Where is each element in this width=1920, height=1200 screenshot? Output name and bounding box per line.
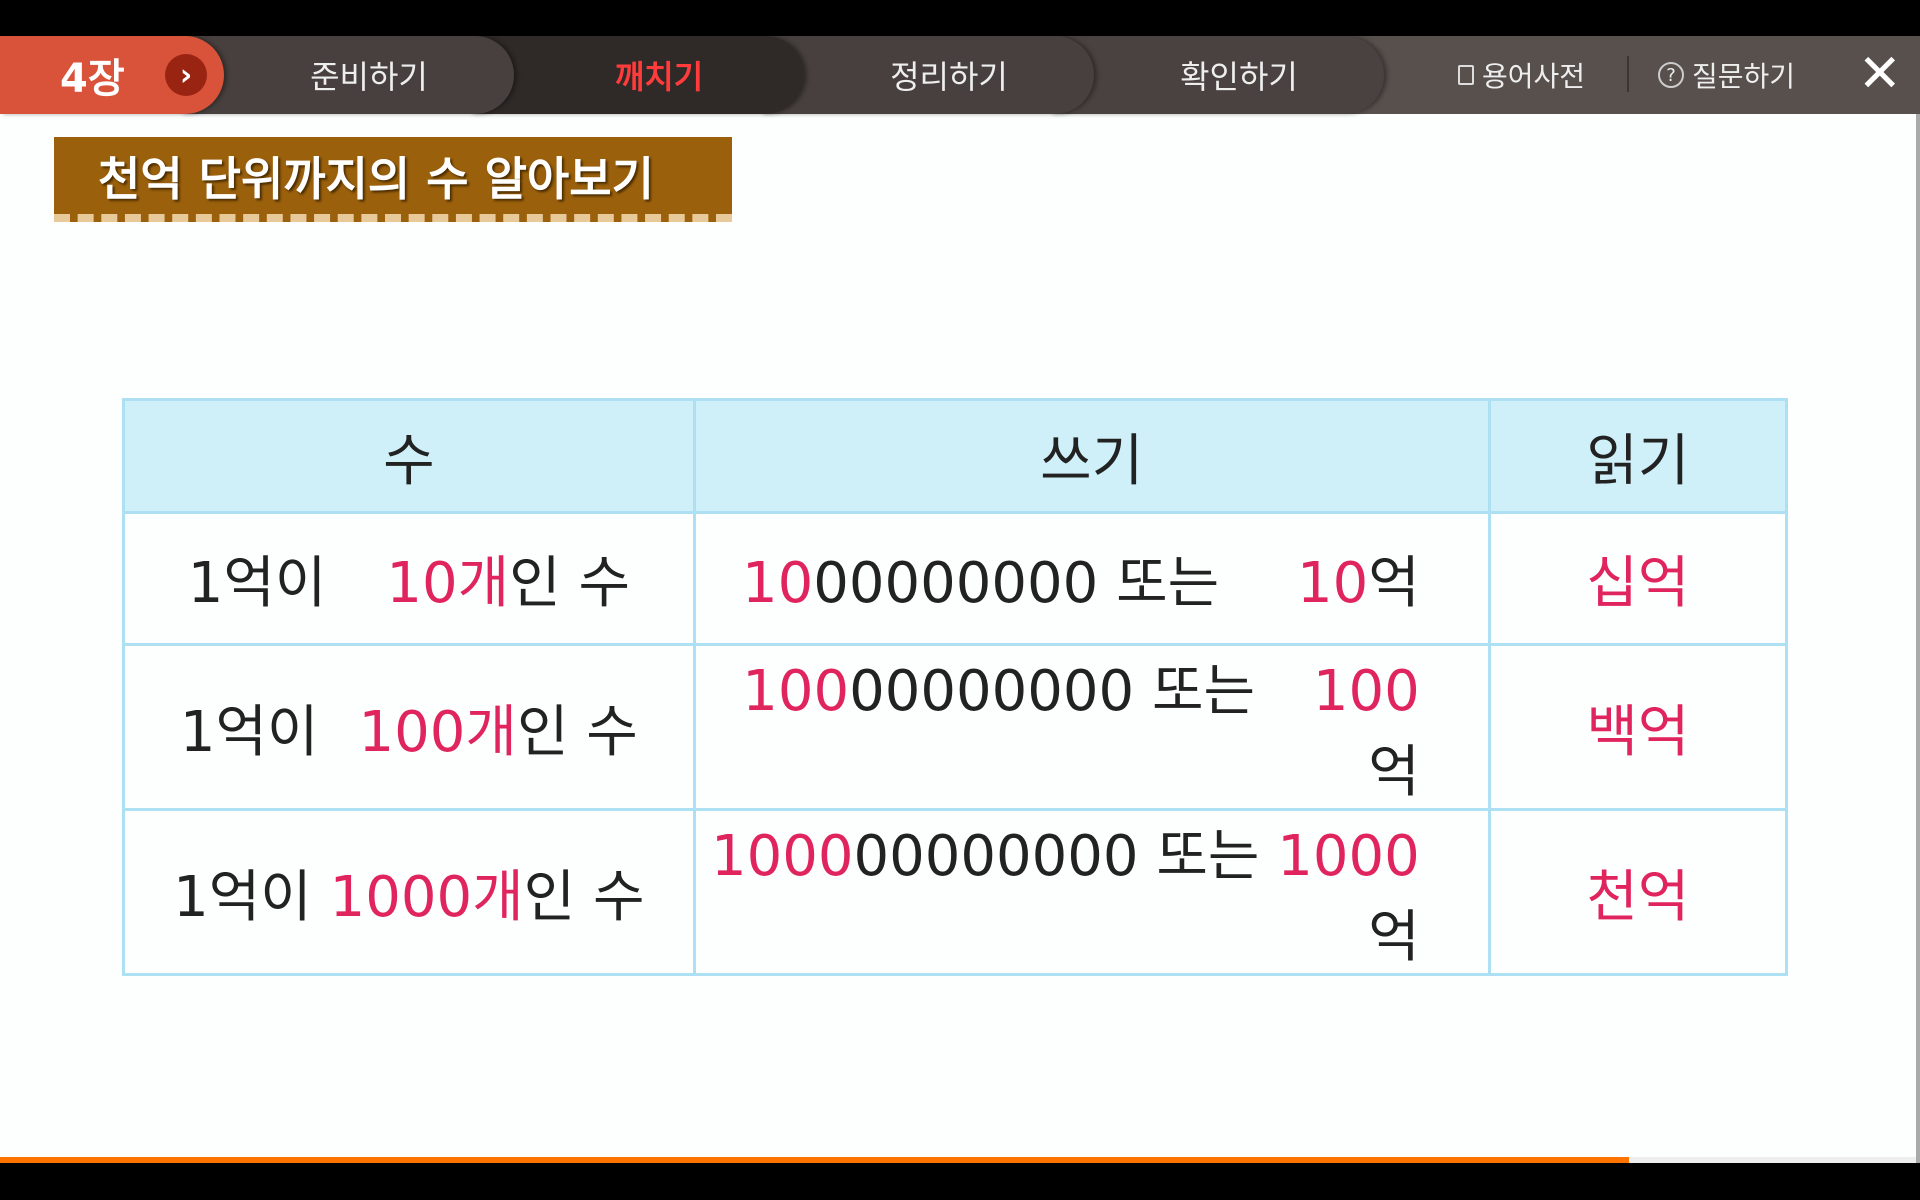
reading-cell: 백억 — [1487, 643, 1789, 811]
count: 1000개 — [329, 864, 524, 930]
number-cell: 1억이 100개인 수 — [122, 643, 696, 811]
count: 10개 — [386, 551, 510, 616]
reading-cell: 십억 — [1487, 511, 1789, 646]
question-button[interactable]: ? 질문하기 — [1658, 36, 1795, 114]
table-row: 1억이 10개인 수 1000000000 또는 10억 십억 — [122, 511, 1789, 646]
glossary-button[interactable]: 용어사전 — [1458, 36, 1585, 114]
table-row: 1억이 100개인 수 10000000000 또는 100억 백억 — [122, 643, 1789, 811]
chapter-label: 4장 — [60, 56, 125, 102]
tab-prepare[interactable]: 준비하기 — [180, 36, 514, 114]
short-number: 1000 — [1277, 824, 1420, 889]
short-number: 100 — [1312, 659, 1420, 724]
digits-red: 10 — [741, 551, 814, 616]
number-suffix: 인 수 — [516, 699, 638, 765]
table-header-row: 수 쓰기 읽기 — [122, 398, 1789, 514]
or-label: 또는 — [1156, 824, 1260, 889]
tab-check[interactable]: 확인하기 — [1050, 36, 1384, 114]
content-area: 천억 단위까지의 수 알아보기 수 쓰기 읽기 1억이 10개인 수 100000… — [0, 114, 1916, 1157]
tab-learn[interactable]: 깨치기 — [470, 36, 804, 114]
number-prefix: 1억이 — [173, 864, 312, 930]
or-label: 또는 — [1151, 659, 1256, 724]
or-label: 또는 — [1116, 551, 1220, 616]
unit: 억 — [1368, 905, 1420, 970]
table-row: 1억이 1000개인 수 100000000000 또는 1000억 천억 — [122, 808, 1789, 976]
writing-cell: 100000000000 또는 1000억 — [692, 808, 1491, 976]
writing-cell: 10000000000 또는 100억 — [692, 643, 1491, 811]
number-suffix: 인 수 — [509, 551, 630, 616]
header-number: 수 — [122, 398, 696, 514]
number-cell: 1억이 1000개인 수 — [122, 808, 696, 976]
chapter-button[interactable]: 4장 › — [0, 36, 224, 114]
question-icon: ? — [1658, 62, 1684, 88]
unit: 억 — [1368, 740, 1420, 805]
number-cell: 1억이 10개인 수 — [122, 511, 696, 646]
number-prefix: 1억이 — [179, 699, 319, 765]
short-number: 10 — [1296, 551, 1369, 616]
divider — [1627, 56, 1629, 92]
tab-summary[interactable]: 정리하기 — [760, 36, 1094, 114]
progress-fill — [0, 1157, 1629, 1163]
page-title: 천억 단위까지의 수 알아보기 — [54, 137, 732, 222]
digits-black: 00000000 — [849, 659, 1135, 724]
bottom-black-bar — [0, 1163, 1920, 1200]
digits-red: 1000 — [711, 824, 854, 889]
digits-red: 100 — [742, 659, 850, 724]
book-icon — [1458, 65, 1474, 85]
progress-bar — [0, 1157, 1916, 1163]
digits-black: 00000000 — [853, 824, 1139, 889]
close-icon[interactable]: ✕ — [1858, 44, 1902, 104]
question-label: 질문하기 — [1692, 60, 1796, 93]
right-edge — [1916, 114, 1920, 1163]
nav-bar: 4장 › 준비하기 깨치기 정리하기 확인하기 용어사전 ? 질문하기 ✕ — [0, 36, 1920, 114]
count: 100개 — [358, 699, 517, 765]
writing-cell: 1000000000 또는 10억 — [692, 511, 1491, 646]
header-writing: 쓰기 — [692, 398, 1491, 514]
number-prefix: 1억이 — [187, 551, 327, 616]
digits-black: 00000000 — [813, 551, 1099, 616]
number-table: 수 쓰기 읽기 1억이 10개인 수 1000000000 또는 10억 십억 1… — [122, 398, 1789, 976]
reading-cell: 천억 — [1487, 808, 1789, 976]
chevron-right-icon[interactable]: › — [165, 54, 207, 96]
glossary-label: 용어사전 — [1482, 60, 1586, 93]
unit: 억 — [1368, 551, 1420, 616]
number-suffix: 인 수 — [523, 864, 645, 930]
header-reading: 읽기 — [1487, 398, 1789, 514]
